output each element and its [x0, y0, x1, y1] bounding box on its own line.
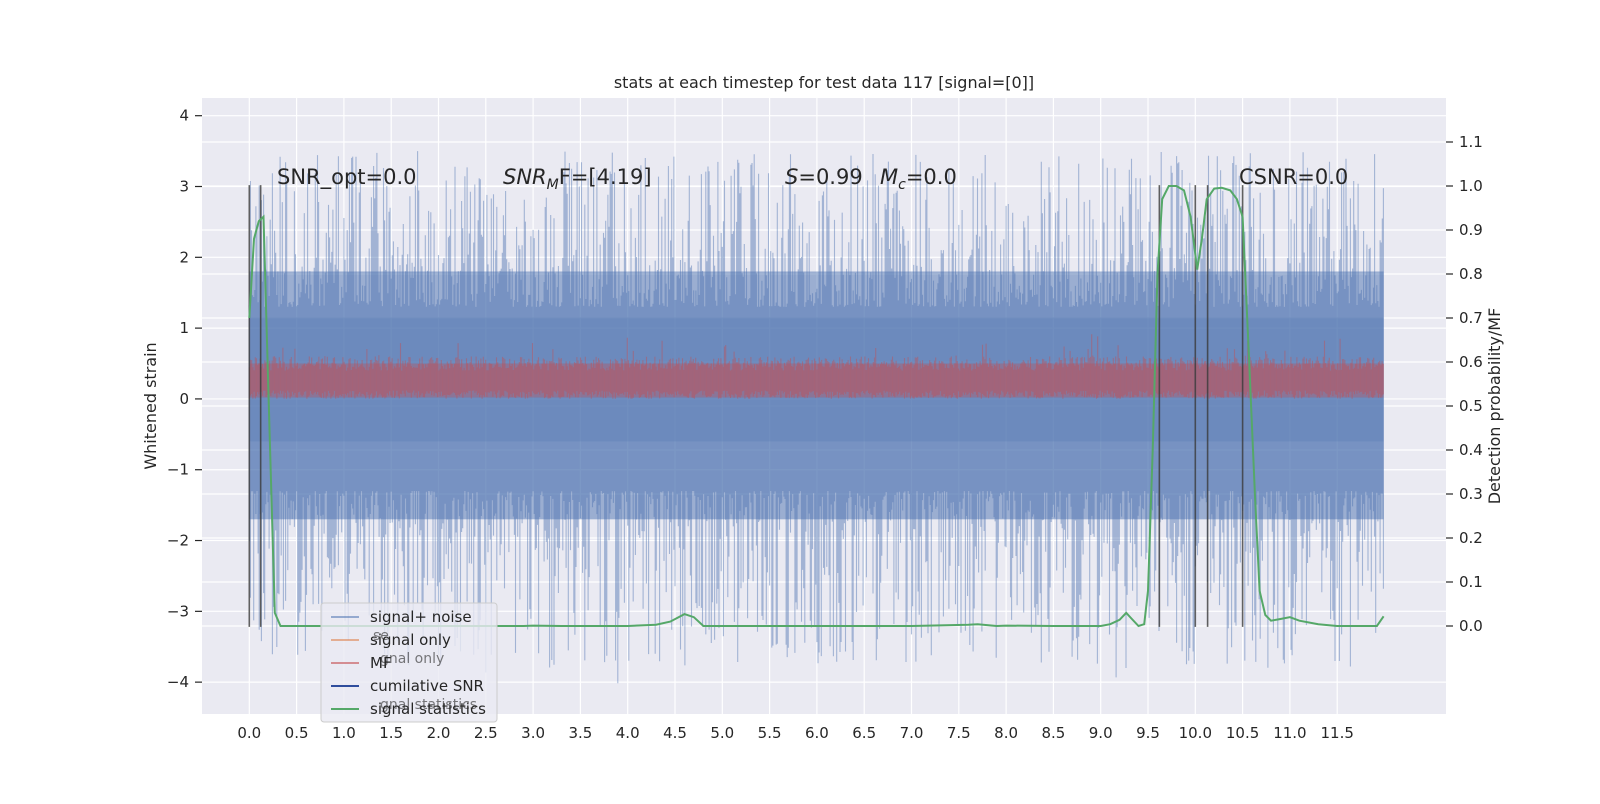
annotations: SNR_opt=0.0 SNRMF=[4.19] S=0.99 Mc=0.0 C…	[277, 165, 1348, 193]
annotation-mc-sub: c	[898, 177, 906, 193]
signal-statistics-line	[248, 185, 1385, 628]
y-right-tick-label: 0.0	[1459, 617, 1483, 635]
x-tick-label: 9.0	[1089, 724, 1113, 742]
legend-box	[320, 602, 498, 723]
legend-label-signal-only: signal only	[370, 631, 451, 649]
x-tick-label: 8.5	[1041, 724, 1065, 742]
x-tick-label: 4.5	[663, 724, 687, 742]
x-axis: 0.0 0.5 1.0 1.5 2.0 2.5 3.0 3.5 4.0 4.5 5.0 5.5 6.0 6…	[237, 724, 1354, 742]
y-left-tick-label: −1	[167, 461, 189, 479]
annotation-s: S=0.99	[785, 165, 863, 189]
legend-label-mf: MF	[370, 654, 392, 672]
y-right-tick-label: 0.3	[1459, 485, 1483, 503]
x-tick-label: 4.0	[616, 724, 640, 742]
y-left-tick-label: 4	[179, 107, 189, 125]
annotation-snr-mf-sub: M	[547, 177, 559, 193]
annotation-s-suffix: =0.99	[798, 165, 862, 189]
annotation-snr-mf-suffix: F=[4.19]	[559, 165, 652, 189]
x-tick-label: 3.5	[568, 724, 592, 742]
x-tick-label: 2.5	[474, 724, 498, 742]
y-left-tick-label: −3	[167, 602, 189, 620]
x-tick-label: 6.0	[805, 724, 829, 742]
y-left-tick-label: −4	[167, 673, 189, 691]
x-tick-label: 7.5	[947, 724, 971, 742]
y-right-tick-label: 1.0	[1459, 177, 1483, 195]
annotation-snr-mf: SNRMF=[4.19]	[503, 165, 652, 193]
x-tick-label: 6.5	[852, 724, 876, 742]
y-right-tick-label: 0.6	[1459, 353, 1483, 371]
x-tick-label: 5.5	[758, 724, 782, 742]
y-right-tick-label: 0.7	[1459, 309, 1483, 327]
x-tick-label: 2.0	[427, 724, 451, 742]
x-tick-label: 7.0	[900, 724, 924, 742]
y-right-tick-label: 0.5	[1459, 397, 1483, 415]
y-left-tick-label: 1	[179, 319, 189, 337]
x-tick-label: 0.5	[285, 724, 309, 742]
y-axis-left-label: Whitened strain	[141, 342, 160, 469]
signal-statistics-series	[248, 185, 1385, 628]
x-tick-label: 1.5	[379, 724, 403, 742]
y-right-tick-label: 0.1	[1459, 573, 1483, 591]
y-right-tick-label: 0.2	[1459, 529, 1483, 547]
annotation-mc-prefix: M	[880, 165, 898, 189]
legend: se gnal only gnal statistics signal+ noi…	[320, 602, 498, 723]
y-right-tick-label: 0.9	[1459, 221, 1483, 239]
annotation-mc: Mc=0.0	[880, 165, 957, 193]
x-tick-label: 10.5	[1226, 724, 1259, 742]
legend-ghost-3: gnal statistics	[380, 697, 477, 713]
y-left-tick-label: 0	[179, 390, 189, 408]
legend-label-signal-noise: signal+ noise	[370, 608, 472, 626]
x-tick-label: 10.0	[1179, 724, 1212, 742]
chart-title: stats at each timestep for test data 117…	[614, 73, 1034, 92]
y-left-tick-label: 2	[179, 248, 189, 266]
x-tick-label: 5.0	[710, 724, 734, 742]
x-tick-label: 1.0	[332, 724, 356, 742]
legend-ghost-1: se	[373, 628, 389, 644]
x-tick-label: 11.0	[1273, 724, 1306, 742]
annotation-snr-mf-prefix: SNR	[503, 165, 547, 189]
legend-ghost-2: gnal only	[380, 651, 444, 667]
y-right-tick-label: 0.8	[1459, 265, 1483, 283]
annotation-mc-suffix: =0.0	[906, 165, 957, 189]
y-left-tick-label: −2	[167, 532, 189, 550]
x-tick-label: 8.0	[994, 724, 1018, 742]
y-right-tick-label: 1.1	[1459, 133, 1483, 151]
annotation-csnr: CSNR=0.0	[1239, 165, 1348, 189]
annotation-s-prefix: S	[785, 165, 798, 189]
legend-label-cumulative-snr: cumilative SNR	[370, 677, 484, 695]
x-tick-label: 9.5	[1136, 724, 1160, 742]
x-tick-label: 11.5	[1321, 724, 1354, 742]
annotation-snr-opt: SNR_opt=0.0	[277, 165, 417, 190]
y-left-tick-label: 3	[179, 178, 189, 196]
y-axis-left: −4 −3 −2 −1 0 1 2 3 4	[167, 107, 202, 691]
y-axis-right-label: Detection probability/MF	[1485, 308, 1504, 505]
x-tick-label: 3.0	[521, 724, 545, 742]
y-right-tick-label: 0.4	[1459, 441, 1483, 459]
legend-label-signal-statistics: signal statistics	[370, 700, 486, 718]
x-tick-label: 0.0	[237, 724, 261, 742]
data-layer	[248, 151, 1385, 684]
y-axis-right: 0.0 0.1 0.2 0.3 0.4 0.5 0.6 0.7 0.8 0.9 1.0 1.1	[1446, 133, 1483, 635]
